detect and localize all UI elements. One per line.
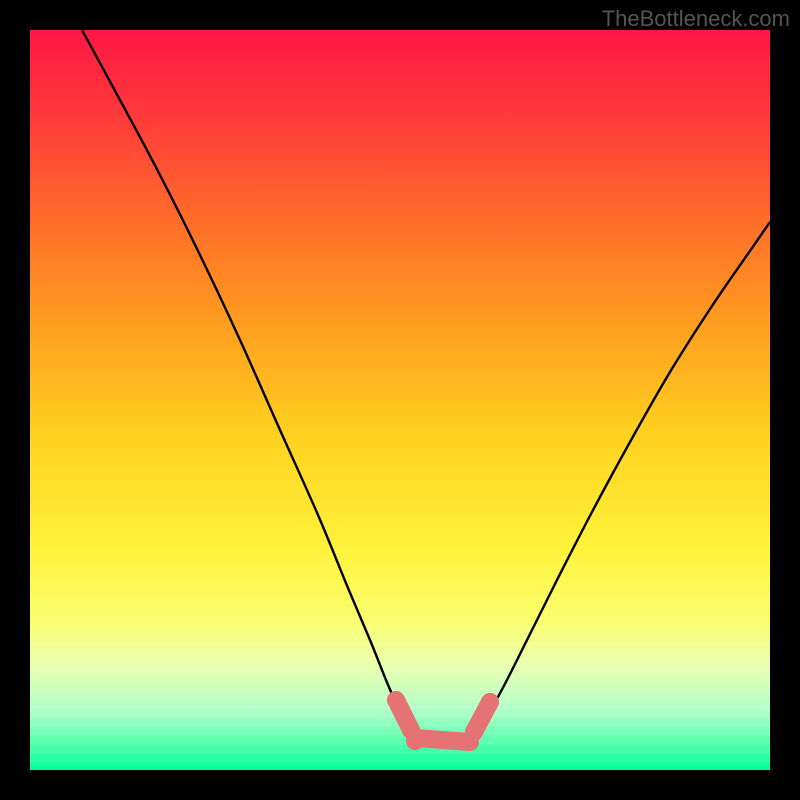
chart-plot-area <box>30 30 770 770</box>
chart-outer-frame: TheBottleneck.com <box>0 0 800 800</box>
bottleneck-curve-chart <box>30 30 770 770</box>
watermark-text: TheBottleneck.com <box>602 6 790 32</box>
